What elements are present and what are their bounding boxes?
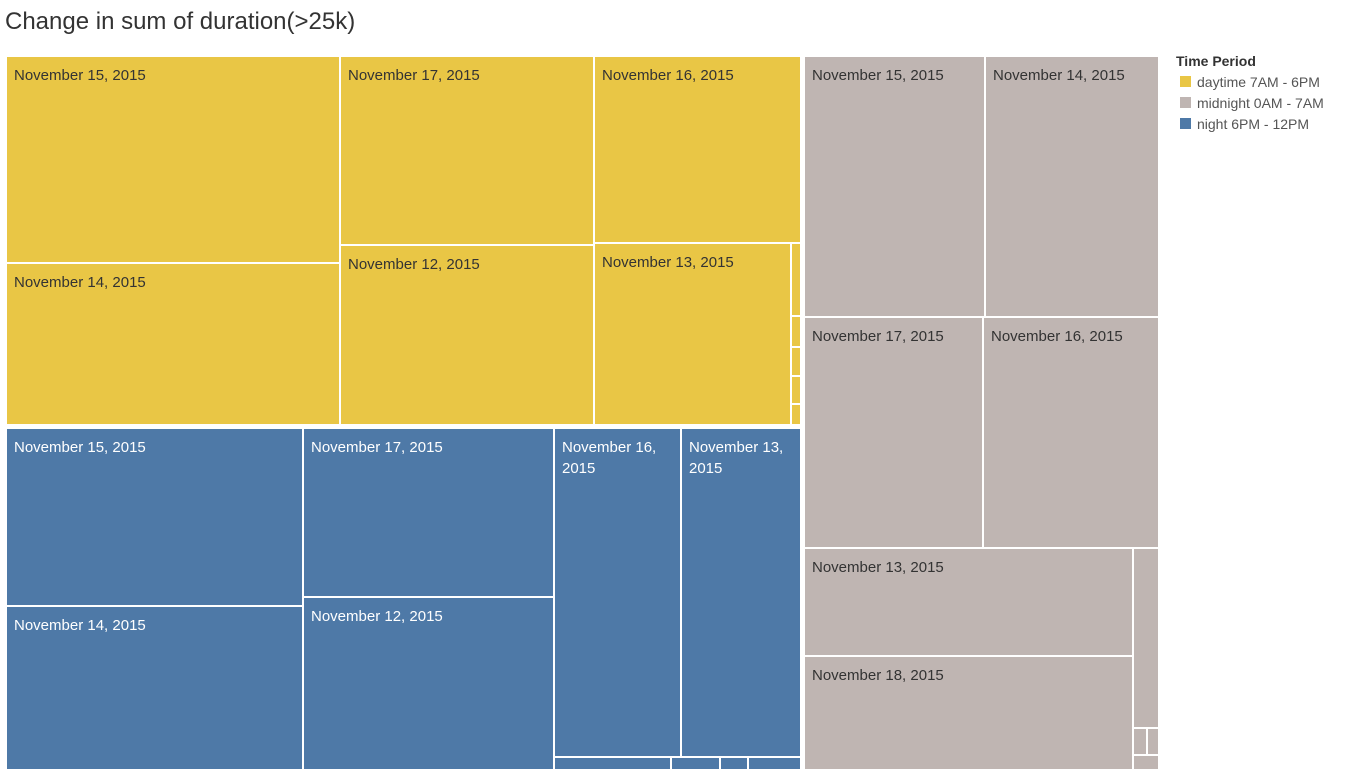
treemap-cell-night[interactable]: November 17, 2015 [303, 428, 554, 597]
legend-item-night[interactable]: night 6PM - 12PM [1176, 113, 1344, 134]
treemap-cell-daytime[interactable] [791, 347, 801, 376]
treemap-cell-night[interactable]: November 13, 2015 [681, 428, 801, 757]
chart-title: Change in sum of duration(>25k) [5, 8, 356, 35]
treemap-cell-midnight[interactable]: November 17, 2015 [804, 317, 983, 548]
treemap-cell-label: November 12, 2015 [311, 608, 443, 625]
treemap-cell-label: November 12, 2015 [348, 256, 480, 273]
treemap-cell-night[interactable] [671, 757, 720, 770]
treemap-cell-midnight[interactable]: November 18, 2015 [804, 656, 1133, 770]
treemap-cell-daytime[interactable]: November 17, 2015 [340, 56, 594, 245]
treemap-cell-midnight[interactable]: November 15, 2015 [804, 56, 985, 317]
treemap-cell-label: November 16, 2015 [562, 439, 657, 477]
treemap-cell-night[interactable]: November 16, 2015 [554, 428, 681, 757]
treemap-cell-daytime[interactable] [791, 404, 801, 425]
treemap-cell-night[interactable] [748, 757, 801, 770]
treemap-cell-label: November 14, 2015 [993, 67, 1125, 84]
treemap-cell-night[interactable] [554, 757, 671, 770]
treemap-cell-midnight[interactable] [1133, 755, 1159, 770]
treemap-cell-label: November 16, 2015 [602, 67, 734, 84]
treemap-cell-label: November 17, 2015 [311, 439, 443, 456]
treemap-cell-label: November 17, 2015 [812, 328, 944, 345]
treemap-cell-midnight[interactable]: November 16, 2015 [983, 317, 1159, 548]
legend-label-daytime: daytime 7AM - 6PM [1197, 73, 1320, 90]
treemap-cell-label: November 15, 2015 [14, 439, 146, 456]
treemap-cell-midnight[interactable] [1147, 728, 1159, 755]
treemap-cell-night[interactable]: November 15, 2015 [6, 428, 303, 606]
treemap-cell-daytime[interactable]: November 15, 2015 [6, 56, 340, 263]
treemap-cell-night[interactable] [720, 757, 748, 770]
treemap-cell-label: November 18, 2015 [812, 667, 944, 684]
treemap-cell-daytime[interactable]: November 14, 2015 [6, 263, 340, 425]
treemap-cell-daytime[interactable] [791, 376, 801, 404]
legend-item-midnight[interactable]: midnight 0AM - 7AM [1176, 92, 1344, 113]
treemap-cell-midnight[interactable] [1133, 728, 1147, 755]
legend-title: Time Period [1176, 53, 1256, 69]
treemap-cell-label: November 13, 2015 [689, 439, 784, 477]
treemap-cell-label: November 13, 2015 [602, 254, 734, 271]
legend-swatch-midnight [1180, 97, 1191, 108]
treemap-cell-daytime[interactable] [791, 316, 801, 347]
treemap-cell-midnight[interactable]: November 13, 2015 [804, 548, 1133, 656]
treemap-cell-midnight[interactable] [1133, 548, 1159, 728]
treemap-cell-daytime[interactable]: November 12, 2015 [340, 245, 594, 425]
legend-swatch-daytime [1180, 76, 1191, 87]
treemap-cell-daytime[interactable]: November 16, 2015 [594, 56, 801, 243]
legend-swatch-night [1180, 118, 1191, 129]
treemap-cell-label: November 17, 2015 [348, 67, 480, 84]
legend-label-night: night 6PM - 12PM [1197, 115, 1310, 132]
treemap-cell-label: November 13, 2015 [812, 559, 944, 576]
treemap-cell-label: November 15, 2015 [812, 67, 944, 84]
treemap-cell-daytime[interactable]: November 13, 2015 [594, 243, 791, 425]
treemap-cell-midnight[interactable]: November 14, 2015 [985, 56, 1159, 317]
treemap-cell-night[interactable]: November 12, 2015 [303, 597, 554, 770]
legend-item-daytime[interactable]: daytime 7AM - 6PM [1176, 71, 1344, 92]
treemap-cell-label: November 16, 2015 [991, 328, 1123, 345]
legend: Time Period daytime 7AM - 6PM midnight 0… [1176, 53, 1344, 134]
treemap-cell-night[interactable]: November 14, 2015 [6, 606, 303, 770]
legend-label-midnight: midnight 0AM - 7AM [1197, 94, 1324, 111]
treemap-cell-label: November 14, 2015 [14, 274, 146, 291]
treemap-cell-label: November 15, 2015 [14, 67, 146, 84]
treemap-cell-label: November 14, 2015 [14, 617, 146, 634]
treemap-cell-daytime[interactable] [791, 243, 801, 316]
